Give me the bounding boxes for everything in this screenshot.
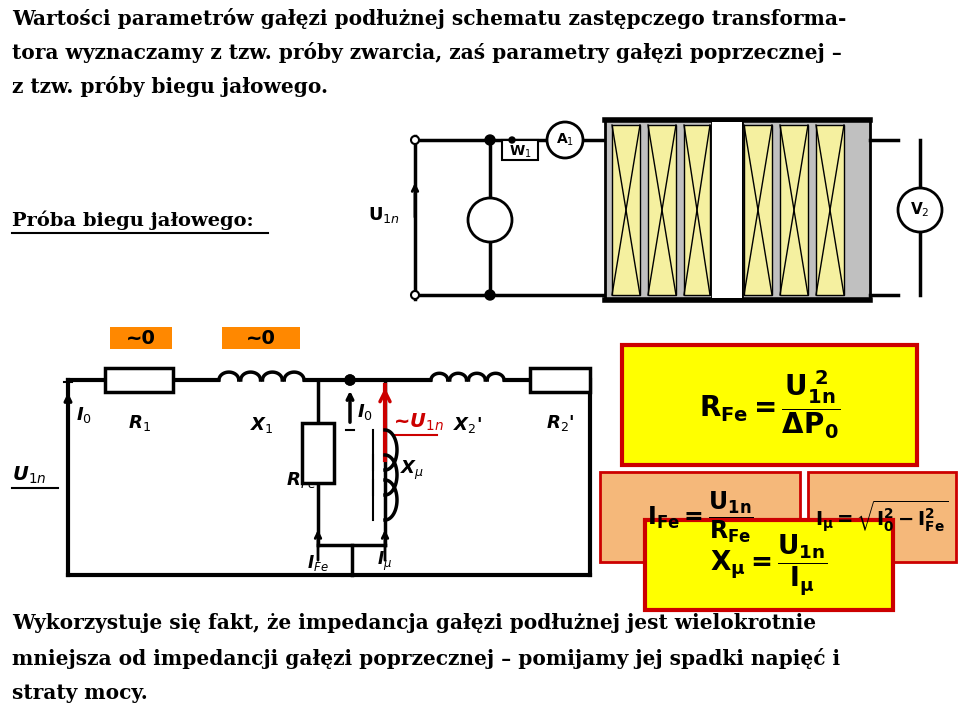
Bar (816, 125, 844, 295)
Bar (612, 125, 640, 295)
Bar (744, 125, 772, 295)
Text: A$_1$: A$_1$ (556, 132, 574, 148)
Text: mniejsza od impedancji gałęzi poprzecznej – pomijamy jej spadki napięć i: mniejsza od impedancji gałęzi poprzeczne… (12, 648, 840, 669)
Bar (600, 472, 800, 562)
Text: R$_{Fe}$: R$_{Fe}$ (285, 470, 316, 490)
Bar (684, 125, 710, 295)
Circle shape (345, 375, 355, 385)
Bar (648, 125, 676, 295)
Bar (302, 422, 334, 482)
Text: ~0: ~0 (126, 330, 156, 348)
Text: $\mathbf{I_{Fe} = \dfrac{U_{1n}}{R_{Fe}}}$: $\mathbf{I_{Fe} = \dfrac{U_{1n}}{R_{Fe}}… (647, 489, 754, 545)
Circle shape (485, 135, 495, 145)
Text: V$_1$: V$_1$ (480, 210, 500, 229)
Text: Wykorzystuje się fakt, że impedancja gałęzi podłużnej jest wielokrotnie: Wykorzystuje się fakt, że impedancja gał… (12, 613, 816, 633)
Bar (222, 327, 300, 349)
Bar (105, 368, 173, 392)
Text: W$_1$: W$_1$ (509, 144, 531, 160)
Circle shape (485, 290, 495, 300)
Text: I$_0$: I$_0$ (357, 402, 373, 422)
Circle shape (547, 122, 583, 158)
Text: R$_2$': R$_2$' (546, 413, 574, 433)
Circle shape (345, 375, 355, 385)
Text: X$_2$': X$_2$' (453, 415, 482, 435)
Text: Wartości parametrów gałęzi podłużnej schematu zastępczego transforma-: Wartości parametrów gałęzi podłużnej sch… (12, 8, 847, 29)
Text: ~U$_{1n}$: ~U$_{1n}$ (393, 411, 444, 433)
Text: I$_{Fe}$: I$_{Fe}$ (307, 553, 329, 573)
Bar (110, 327, 172, 349)
Bar (645, 520, 893, 610)
Bar (530, 368, 590, 392)
Text: X$_{\mu}$: X$_{\mu}$ (400, 458, 424, 482)
Text: U$_{1n}$: U$_{1n}$ (368, 205, 400, 225)
Text: I$_0$: I$_0$ (76, 405, 92, 425)
Text: X$_1$: X$_1$ (250, 415, 274, 435)
Circle shape (509, 137, 515, 143)
Bar (605, 120, 870, 300)
Circle shape (411, 136, 419, 144)
Bar (502, 140, 538, 160)
Text: straty mocy.: straty mocy. (12, 683, 148, 703)
Bar (622, 345, 917, 465)
Bar (808, 472, 956, 562)
Text: Próba biegu jałowego:: Próba biegu jałowego: (12, 210, 253, 230)
Text: R$_1$: R$_1$ (128, 413, 151, 433)
Text: ~0: ~0 (246, 330, 276, 348)
Circle shape (898, 188, 942, 232)
Text: $\mathbf{X_{\mu} = \dfrac{U_{1n}}{I_{\mu}}}$: $\mathbf{X_{\mu} = \dfrac{U_{1n}}{I_{\mu… (710, 533, 828, 597)
Bar (780, 125, 808, 295)
Text: $\mathbf{R_{Fe} = \dfrac{U_{1n}^{\ 2}}{\Delta P_0}}$: $\mathbf{R_{Fe} = \dfrac{U_{1n}^{\ 2}}{\… (699, 369, 840, 441)
Text: U$_{1n}$: U$_{1n}$ (12, 465, 46, 485)
Circle shape (411, 291, 419, 299)
Text: z tzw. próby biegu jałowego.: z tzw. próby biegu jałowego. (12, 76, 328, 97)
Text: I$_{\mu}$: I$_{\mu}$ (377, 550, 393, 573)
Bar (712, 122, 742, 298)
Text: V$_2$: V$_2$ (910, 200, 930, 220)
Text: $\mathbf{I_{\mu} = \sqrt{I_0^2 - I_{Fe}^2}}$: $\mathbf{I_{\mu} = \sqrt{I_0^2 - I_{Fe}^… (815, 499, 948, 535)
Text: tora wyznaczamy z tzw. próby zwarcia, zaś parametry gałęzi poprzecznej –: tora wyznaczamy z tzw. próby zwarcia, za… (12, 42, 842, 63)
Circle shape (468, 198, 512, 242)
